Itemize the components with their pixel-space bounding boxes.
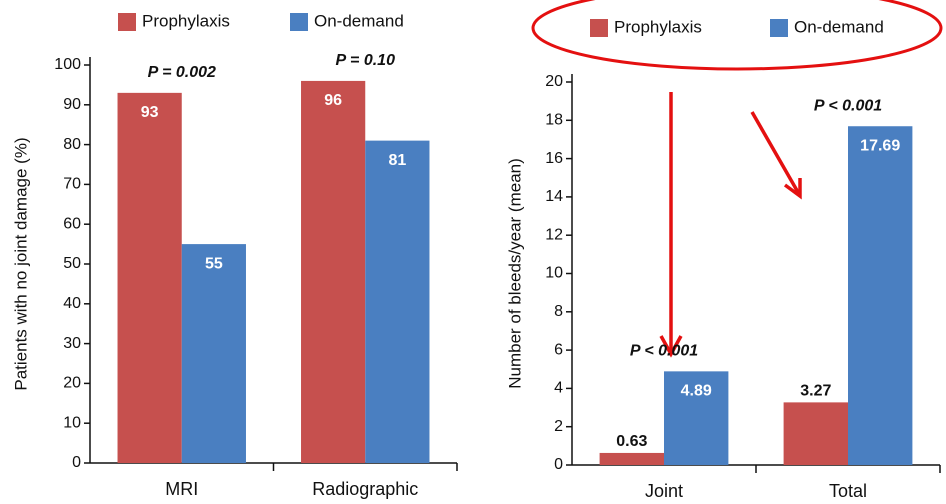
y-tick-label: 100: [54, 56, 81, 73]
x-tick-label: Joint: [645, 481, 683, 501]
y-tick-label: 6: [554, 341, 563, 358]
value-label: 96: [324, 92, 342, 109]
y-tick-label: 10: [63, 414, 81, 431]
y-tick-label: 10: [545, 265, 563, 282]
legend-swatch: [770, 19, 788, 37]
highlight-ellipse: [531, 0, 943, 71]
bar: [599, 452, 664, 465]
y-tick-label: 30: [63, 335, 81, 352]
bar: [848, 126, 913, 465]
value-label: 93: [141, 104, 159, 121]
y-tick-label: 70: [63, 176, 81, 193]
y-tick-label: 90: [63, 96, 81, 113]
y-tick-label: 14: [545, 188, 563, 205]
y-tick-label: 12: [545, 226, 563, 243]
y-tick-label: 20: [545, 73, 563, 90]
value-label: 3.27: [800, 383, 831, 400]
value-label: 4.89: [681, 383, 712, 400]
y-tick-label: 0: [72, 454, 81, 471]
y-tick-label: 8: [554, 303, 563, 320]
bar: [783, 402, 848, 465]
legend-swatch: [590, 19, 608, 37]
legend-label: On-demand: [794, 17, 884, 36]
legend-swatch: [118, 13, 136, 31]
x-tick-label: Radiographic: [312, 479, 418, 499]
y-axis-label: Patients with no joint damage (%): [11, 137, 30, 390]
legend-label: Prophylaxis: [614, 17, 702, 36]
y-tick-label: 4: [554, 380, 563, 397]
p-value: P = 0.002: [148, 64, 216, 81]
y-tick-label: 16: [545, 150, 563, 167]
bar: [365, 140, 430, 463]
legend-swatch: [290, 13, 308, 31]
y-tick-label: 80: [63, 136, 81, 153]
x-tick-label: MRI: [165, 479, 198, 499]
legend-label: On-demand: [314, 11, 404, 30]
p-value: P = 0.10: [336, 52, 396, 69]
bar: [181, 244, 246, 463]
y-tick-label: 20: [63, 375, 81, 392]
bar: [117, 92, 182, 464]
bar: [301, 80, 366, 464]
legend-label: Prophylaxis: [142, 11, 230, 30]
x-tick-label: Total: [829, 481, 867, 501]
bar: [664, 371, 729, 465]
value-label: 0.63: [616, 433, 647, 450]
y-axis-label: Number of bleeds/year (mean): [505, 158, 524, 389]
y-tick-label: 18: [545, 112, 563, 129]
y-tick-label: 0: [554, 456, 563, 473]
arrows: [659, 92, 802, 358]
p-value: P < 0.001: [630, 343, 698, 360]
y-tick-label: 60: [63, 215, 81, 232]
y-tick-label: 2: [554, 418, 563, 435]
value-label: 17.69: [860, 137, 900, 154]
y-tick-label: 50: [63, 255, 81, 272]
value-label: 81: [388, 152, 406, 169]
p-value: P < 0.001: [814, 97, 882, 114]
value-label: 55: [205, 255, 223, 272]
y-tick-label: 40: [63, 295, 81, 312]
